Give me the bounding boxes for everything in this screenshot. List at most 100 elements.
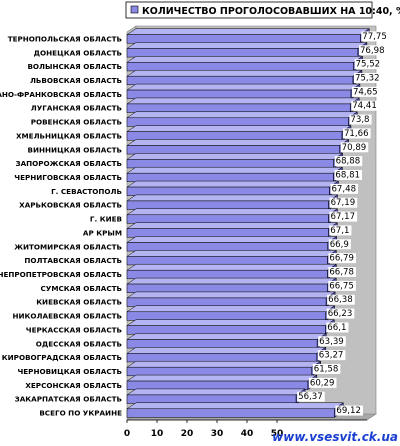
bar [126,125,352,141]
category-label: РОВЕНСКАЯ ОБЛАСТЬ [31,118,122,127]
legend-label: КОЛИЧЕСТВО ПРОГОЛОСОВАВШИХ НА 10:40, % [142,6,400,17]
value-label-bg [335,405,363,416]
category-label: ЛУГАНСКАЯ ОБЛАСТЬ [31,104,122,113]
value-label: 56,37 [298,392,323,402]
category-label: ИВАНО-ФРАНКОВСКАЯ ОБЛАСТЬ [0,90,122,99]
value-label-bg [334,170,363,180]
value-label-bg [326,322,349,333]
x-tick-label: 40 [241,429,254,439]
value-label: 67,17 [331,212,356,222]
category-label: ЖИТОМИРСКАЯ ОБЛАСТЬ [14,242,122,251]
category-label: ХМЕЛЬНИЦКАЯ ОБЛАСТЬ [16,131,122,140]
value-label: 77,75 [362,32,387,42]
value-label: 63,39 [319,337,344,347]
value-label-bg [351,86,380,97]
value-label-bg [342,128,371,139]
value-label-bg [334,156,363,167]
value-label-bg [353,73,382,83]
bar [126,346,327,363]
value-label: 68,81 [335,171,360,181]
value-label: 69,12 [336,406,361,416]
bar [126,139,350,155]
bar [126,305,336,321]
value-label-bg [318,336,346,347]
category-label: ХЕРСОНСКАЯ ОБЛАСТЬ [25,381,122,390]
value-label-bg [349,114,372,125]
value-label-bg [308,377,337,388]
bar [126,97,361,113]
value-label-bg [326,308,355,319]
category-label: ХАРЬКОВСКАЯ ОБЛАСТЬ [19,201,122,210]
bar [126,388,306,404]
x-tick-label: 20 [181,429,194,439]
value-label-bg [328,253,356,264]
category-labels: ТЕРНОПОЛЬСКАЯ ОБЛАСТЬ ДОНЕЦКАЯ ОБЛАСТЬ ВОЛ… [0,34,122,417]
category-label: ЧЕРНОВИЦКАЯ ОБЛАСТЬ [17,367,122,376]
value-label: 75,52 [356,60,381,70]
x-tick-label: 0 [124,429,130,439]
legend-box [125,1,373,19]
value-label-bg [340,142,369,153]
value-label-bg [351,100,379,111]
legend-swatch [130,5,139,14]
value-label: 70,89 [342,143,367,153]
category-label: ВИННИЦКАЯ ОБЛАСТЬ [28,145,122,154]
x-axis: 0 10 20 30 40 50 [124,419,367,439]
category-label: Г. СЕВАСТОПОЛЬ [51,187,122,196]
category-label: ОДЕССКАЯ ОБЛАСТЬ [36,339,122,348]
category-label: КИЕВСКАЯ ОБЛАСТЬ [36,298,122,307]
bar [126,152,344,169]
value-label-bg [328,267,356,277]
value-label: 60,29 [310,378,335,388]
value-label: 66,1 [327,323,346,333]
bar [126,42,368,58]
bar [126,236,338,252]
x-tick-label: 10 [151,429,164,439]
value-label: 71,66 [344,129,369,139]
category-label: КИРОВОГРАДСКАЯ ОБЛАСТЬ [2,353,122,362]
bar [126,208,339,224]
category-label: ВСЕГО ПО УКРАИНЕ [39,409,122,418]
value-label-bg [354,59,383,70]
value-label-bg [328,239,351,250]
value-label: 66,38 [328,295,353,305]
value-label-bg [329,197,358,208]
bar [126,28,371,44]
category-label: ДНЕПРОПЕТРОВСКАЯ ОБЛАСТЬ [0,270,122,279]
category-label: Г. КИЕВ [90,215,122,224]
bar [126,69,363,86]
bar [126,402,345,418]
value-label: 67,48 [331,184,356,194]
bar [126,263,338,280]
bar [126,166,344,183]
value-label: 67,19 [331,198,356,208]
watermark: www.vsesvit.ck.ua [272,430,398,444]
category-label: ЗАПОРОЖСКАЯ ОБЛАСТЬ [16,159,123,168]
value-label: 63,27 [319,351,344,361]
bar [126,374,318,391]
category-label: ПОЛТАВСКАЯ ОБЛАСТЬ [24,256,122,265]
bar [126,360,322,377]
value-label-bg [329,225,352,236]
x-tick-label: 30 [211,429,224,439]
value-label: 67,1 [330,226,349,236]
value-label-bg [361,31,389,42]
bar [126,222,339,238]
value-label: 74,41 [352,101,377,111]
value-label: 66,75 [329,281,354,291]
category-label: НИКОЛАЕВСКАЯ ОБЛАСТЬ [13,312,122,321]
category-label: ДОНЕЦКАЯ ОБЛАСТЬ [34,48,122,57]
bar [126,55,364,72]
value-label: 74,65 [353,87,378,97]
value-label-bg [329,211,358,222]
category-label: СУМСКАЯ ОБЛАСТЬ [41,284,123,293]
category-label: ЧЕРНИГОВСКАЯ ОБЛАСТЬ [14,173,122,182]
value-label: 75,32 [355,74,380,84]
value-label-bg [297,391,325,402]
value-label-bg [327,294,355,305]
bar [126,111,359,127]
category-label: ТЕРНОПОЛЬСКАЯ ОБЛАСТЬ [8,34,122,43]
value-label: 66,78 [329,268,354,278]
value-label-bg [358,45,387,56]
